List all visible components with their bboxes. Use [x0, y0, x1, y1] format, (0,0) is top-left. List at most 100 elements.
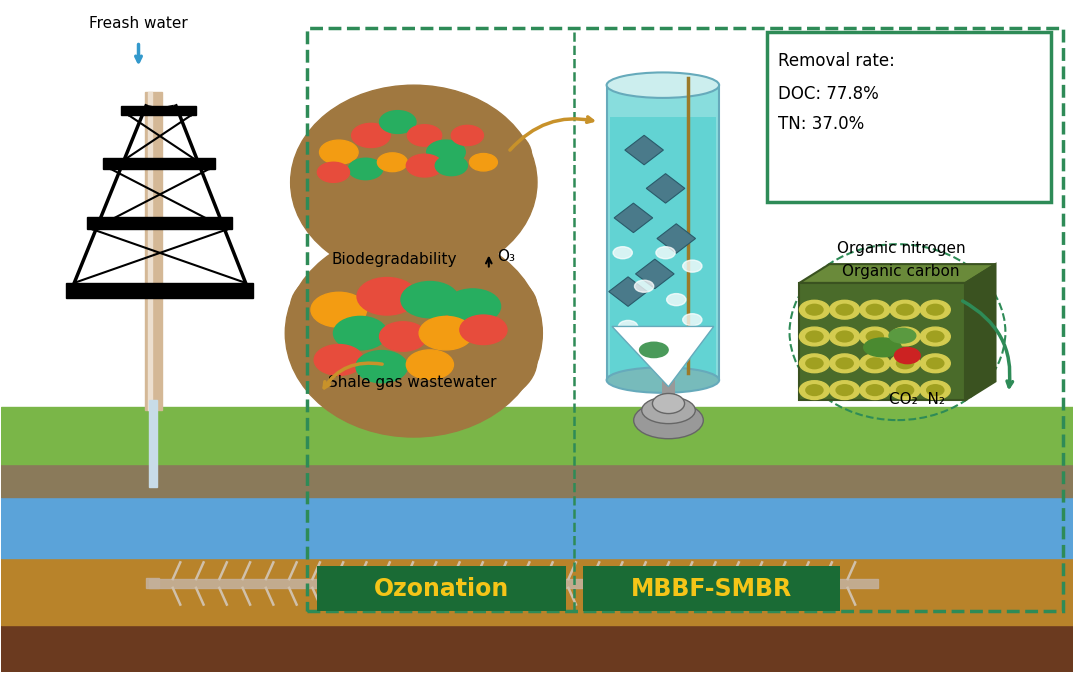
Bar [87, 217, 232, 229]
Circle shape [927, 358, 944, 369]
Ellipse shape [296, 122, 446, 203]
Circle shape [897, 358, 914, 369]
Circle shape [829, 300, 859, 319]
Circle shape [635, 280, 654, 292]
Circle shape [619, 320, 638, 332]
Circle shape [320, 140, 358, 164]
Polygon shape [966, 264, 996, 400]
Circle shape [799, 327, 829, 346]
Text: Shale gas wastewater: Shale gas wastewater [329, 375, 496, 390]
Ellipse shape [286, 229, 542, 437]
Circle shape [890, 327, 920, 346]
Circle shape [315, 345, 363, 376]
Text: Organic nitrogen: Organic nitrogen [837, 241, 966, 256]
Circle shape [333, 316, 387, 350]
Circle shape [836, 331, 853, 342]
Bar [307, 28, 1063, 611]
Bar [318, 566, 566, 611]
Circle shape [377, 153, 407, 172]
Ellipse shape [403, 118, 532, 192]
Circle shape [829, 354, 859, 373]
Text: DOC: 77.8%: DOC: 77.8% [778, 85, 879, 103]
Bar [607, 85, 720, 380]
Bar [148, 92, 153, 411]
Ellipse shape [349, 357, 478, 417]
Circle shape [806, 358, 823, 369]
Circle shape [406, 154, 442, 177]
Circle shape [683, 314, 702, 326]
Circle shape [348, 158, 382, 180]
Bar [610, 117, 716, 377]
Circle shape [920, 381, 950, 400]
Circle shape [860, 381, 890, 400]
Circle shape [860, 300, 890, 319]
Ellipse shape [318, 189, 446, 256]
Circle shape [799, 354, 829, 373]
Circle shape [806, 304, 823, 315]
Circle shape [799, 300, 829, 319]
Circle shape [897, 331, 914, 342]
Circle shape [656, 247, 676, 258]
Circle shape [318, 162, 349, 182]
Bar [1, 407, 1073, 464]
Text: TN: 37.0%: TN: 37.0% [778, 115, 865, 133]
Bar [146, 578, 159, 588]
Text: O₃: O₃ [497, 250, 516, 264]
Bar [583, 566, 840, 611]
Circle shape [836, 304, 853, 315]
Ellipse shape [639, 341, 669, 358]
Circle shape [836, 385, 853, 396]
Text: CO₂  N₂: CO₂ N₂ [889, 392, 945, 406]
Circle shape [920, 300, 950, 319]
Text: Organic carbon: Organic carbon [842, 264, 960, 279]
Text: Ozonation: Ozonation [374, 577, 509, 600]
Ellipse shape [291, 262, 451, 350]
Circle shape [460, 315, 507, 345]
Bar [121, 106, 197, 115]
Bar [1, 625, 1073, 672]
Circle shape [927, 385, 944, 396]
Circle shape [897, 385, 914, 396]
Ellipse shape [291, 85, 537, 279]
Bar [149, 400, 157, 487]
Polygon shape [647, 174, 685, 203]
Circle shape [890, 300, 920, 319]
Circle shape [401, 281, 459, 318]
Circle shape [667, 293, 686, 306]
Polygon shape [612, 326, 714, 387]
Text: Freash water: Freash water [89, 16, 188, 31]
Circle shape [867, 358, 884, 369]
Bar [1, 464, 1073, 497]
Circle shape [406, 350, 453, 380]
Ellipse shape [863, 338, 901, 357]
Circle shape [927, 304, 944, 315]
Bar [66, 283, 253, 297]
Bar [149, 579, 877, 588]
Circle shape [920, 354, 950, 373]
Circle shape [890, 354, 920, 373]
Circle shape [651, 334, 670, 346]
Ellipse shape [607, 73, 720, 98]
Bar [767, 32, 1051, 203]
Circle shape [806, 385, 823, 396]
Text: MBBF-SMBR: MBBF-SMBR [632, 577, 793, 600]
Ellipse shape [424, 162, 532, 243]
Polygon shape [625, 135, 664, 165]
Bar [1, 1, 1073, 407]
Circle shape [351, 123, 390, 147]
Circle shape [897, 304, 914, 315]
Circle shape [613, 247, 633, 258]
Ellipse shape [397, 266, 537, 347]
Circle shape [860, 354, 890, 373]
Polygon shape [657, 223, 696, 253]
Circle shape [379, 322, 426, 351]
Polygon shape [636, 259, 674, 289]
Bar [103, 158, 215, 169]
Circle shape [867, 304, 884, 315]
Polygon shape [609, 277, 648, 306]
Bar [145, 92, 162, 411]
Circle shape [920, 327, 950, 346]
Circle shape [357, 277, 417, 315]
Polygon shape [799, 264, 996, 283]
Circle shape [379, 110, 416, 133]
